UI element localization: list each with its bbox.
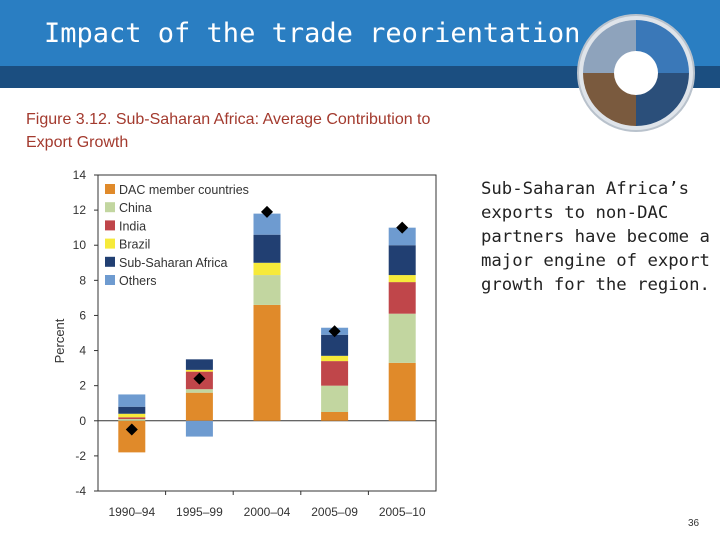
figure-title: Figure 3.12. Sub-Saharan Africa: Average…: [26, 111, 431, 151]
total-marker: [328, 325, 341, 338]
bar-segment: [185, 389, 213, 393]
y-tick-label: 6: [79, 308, 86, 322]
header-stripe: [0, 66, 720, 88]
body-text: Sub-Saharan Africa’s exports to non-DAC …: [481, 179, 710, 295]
page-number: 36: [688, 518, 700, 529]
bar-segment: [321, 385, 349, 412]
total-marker: [193, 372, 206, 385]
y-tick-label: 4: [79, 344, 86, 358]
bar-segment: [253, 275, 281, 305]
bar-segment: [118, 419, 146, 421]
bar-segment: [321, 412, 349, 421]
legend-swatch: [105, 202, 115, 213]
legend-label: Sub-Saharan Africa: [119, 256, 227, 270]
y-tick-label: -4: [75, 484, 86, 498]
bar-segment: [388, 275, 416, 283]
x-tick-label: 2005–10: [379, 505, 426, 519]
bar-segment: [118, 417, 146, 420]
legend-label: China: [119, 201, 152, 215]
bar-segment: [388, 282, 416, 314]
legend-label: India: [119, 219, 146, 233]
bar-segment: [253, 262, 281, 276]
y-axis-label: Percent: [52, 318, 67, 363]
total-marker: [125, 423, 138, 436]
x-tick-label: 1995–99: [176, 505, 223, 519]
bar-segment: [388, 313, 416, 363]
total-marker: [396, 221, 409, 234]
legend-label: Others: [119, 274, 157, 288]
y-tick-label: 8: [79, 273, 86, 287]
bar-segment: [118, 394, 146, 407]
bar-segment: [185, 359, 213, 370]
bar-segment: [321, 361, 349, 386]
bar-segment: [185, 392, 213, 421]
y-tick-label: 0: [79, 414, 86, 428]
bar-segment: [388, 227, 416, 246]
bar-segment: [118, 406, 146, 414]
bar-segment: [321, 334, 349, 356]
legend-swatch: [105, 275, 115, 285]
bar-segment: [253, 213, 281, 235]
y-tick-label: 2: [79, 379, 86, 393]
legend-label: DAC member countries: [119, 183, 249, 197]
legend-label: Brazil: [119, 238, 150, 252]
x-tick-label: 2000–04: [244, 505, 291, 519]
total-marker: [261, 205, 273, 218]
slide-title: Impact of the trade reorientation: [44, 18, 581, 49]
y-tick-label: -2: [75, 449, 86, 463]
bar-segment: [388, 362, 416, 421]
bar-segment: [321, 355, 349, 362]
x-tick-label: 2005–09: [311, 505, 358, 519]
x-tick-label: 1990–94: [108, 505, 155, 519]
plot-frame: [97, 174, 437, 492]
logo-icon: [577, 14, 695, 132]
y-tick-label: 12: [73, 203, 87, 217]
y-tick-label: 10: [73, 238, 87, 252]
bar-segment: [253, 304, 281, 421]
bar-segment: [118, 413, 146, 418]
bar-segment: [253, 234, 281, 263]
bar-segment: [185, 369, 213, 372]
legend-swatch: [105, 238, 115, 249]
legend-swatch: [105, 220, 115, 231]
y-tick-label: 14: [73, 168, 87, 182]
bar-segment: [185, 420, 213, 437]
legend-swatch: [105, 184, 115, 194]
stacked-bar-chart: 14 12 10 8 6 4 2 0 -2 -4 Percent 1990–94 1995–99 2000…: [52, 168, 437, 519]
legend-swatch: [105, 256, 115, 267]
bar-segment: [388, 245, 416, 276]
